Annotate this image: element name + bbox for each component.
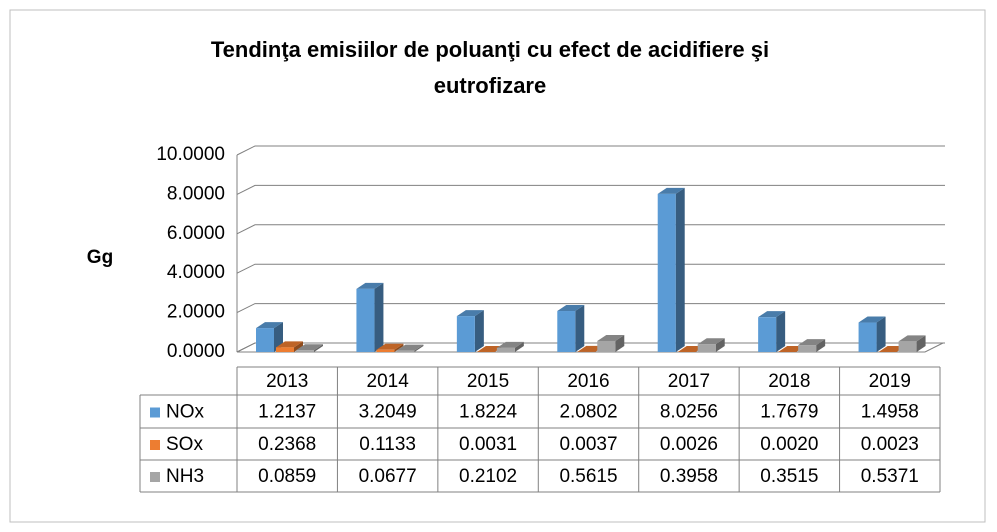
bar-side [414,344,424,352]
y-tick-label: 4.0000 [167,262,225,283]
bar-side [816,339,826,352]
bar-side [374,282,384,352]
bar-top [898,335,926,342]
y-tick-label: 6.0000 [167,223,225,244]
bar-side [575,305,585,352]
grid-line [236,303,945,314]
table-value: 0.3515 [760,466,818,487]
table-value: 1.8224 [459,402,518,423]
y-tick-label: 8.0000 [167,183,225,204]
bar-top [276,341,303,348]
bar [597,340,616,352]
y-axis-label: Gg [87,247,113,268]
bar-side [615,334,625,352]
bar-side [294,341,303,352]
grid-line [236,145,945,156]
legend-swatch [150,440,160,450]
bar [557,311,576,352]
bar-top [256,322,283,329]
legend-label: NOx [166,402,205,423]
bar-top [557,305,585,312]
bar [496,347,515,352]
bar-top [758,311,786,318]
bar-side [916,335,926,352]
table-value: 0.0677 [359,466,417,487]
x-tick-label: 2017 [668,371,710,392]
bar [898,341,917,352]
table-value: 0.0020 [760,434,818,455]
bar-top [858,316,886,323]
x-tick-label: 2016 [567,371,609,392]
table-value: 0.0026 [660,434,718,455]
bar [456,316,475,352]
bar [657,193,676,352]
legend-swatch [150,407,160,418]
bar [256,328,274,352]
bar-top [697,338,725,345]
table-value: 0.5615 [559,466,617,487]
bar [697,344,716,352]
bar [858,322,877,352]
bar-top [597,334,625,341]
table-value: 2.0802 [559,402,617,423]
chart-border [9,9,986,523]
bar-top [376,343,404,350]
bar-top [657,187,685,194]
bar-side [314,344,323,352]
x-tick-label: 2013 [266,371,308,392]
grid-line [236,263,945,274]
bar-top [296,344,323,351]
bar-side [876,316,886,352]
table-value: 3.2049 [359,402,417,423]
bar [296,350,314,352]
table-value: 0.2368 [258,434,316,455]
x-tick-label: 2014 [367,371,410,392]
table-value: 1.4958 [861,402,919,423]
legend-label: NH3 [166,466,204,487]
table-value: 0.3958 [660,466,718,487]
bar [356,288,375,352]
bar-side [715,338,725,352]
y-tick-label: 10.0000 [156,144,225,165]
table-value: 8.0256 [660,402,718,423]
bar-top [396,344,424,351]
bar [758,317,777,352]
table-value: 0.0859 [258,466,316,487]
grid-line [236,224,945,235]
bar-top [798,339,826,346]
bar [376,349,395,352]
grid-line [236,184,945,195]
bar-side [675,187,685,352]
table-value: 0.2102 [459,466,517,487]
legend-label: SOx [166,434,203,455]
bar [798,345,817,352]
x-tick-label: 2019 [869,371,911,392]
table-value: 1.2137 [258,402,316,423]
x-tick-label: 2018 [768,371,810,392]
y-tick-label: 0.0000 [167,341,225,362]
x-tick-label: 2015 [467,371,509,392]
y-tick-label: 2.0000 [167,302,225,323]
table-value: 0.0031 [459,434,517,455]
table-value: 0.0023 [861,434,919,455]
bar-side [394,343,404,352]
bar-top [496,341,524,348]
table-value: 0.0037 [559,434,617,455]
bar-side [514,341,524,352]
bar-top [356,282,384,289]
bar-side [474,310,484,352]
table-value: 0.1133 [359,434,416,455]
legend-swatch [150,472,160,482]
bar-side [776,311,786,352]
bar-top [456,310,484,317]
table-value: 1.7679 [760,402,818,423]
bar [396,350,415,352]
table-value: 0.5371 [861,466,919,487]
chart-title: Tendinţa emisiilor de poluanţi cu efect … [210,37,770,98]
bar [276,347,294,352]
